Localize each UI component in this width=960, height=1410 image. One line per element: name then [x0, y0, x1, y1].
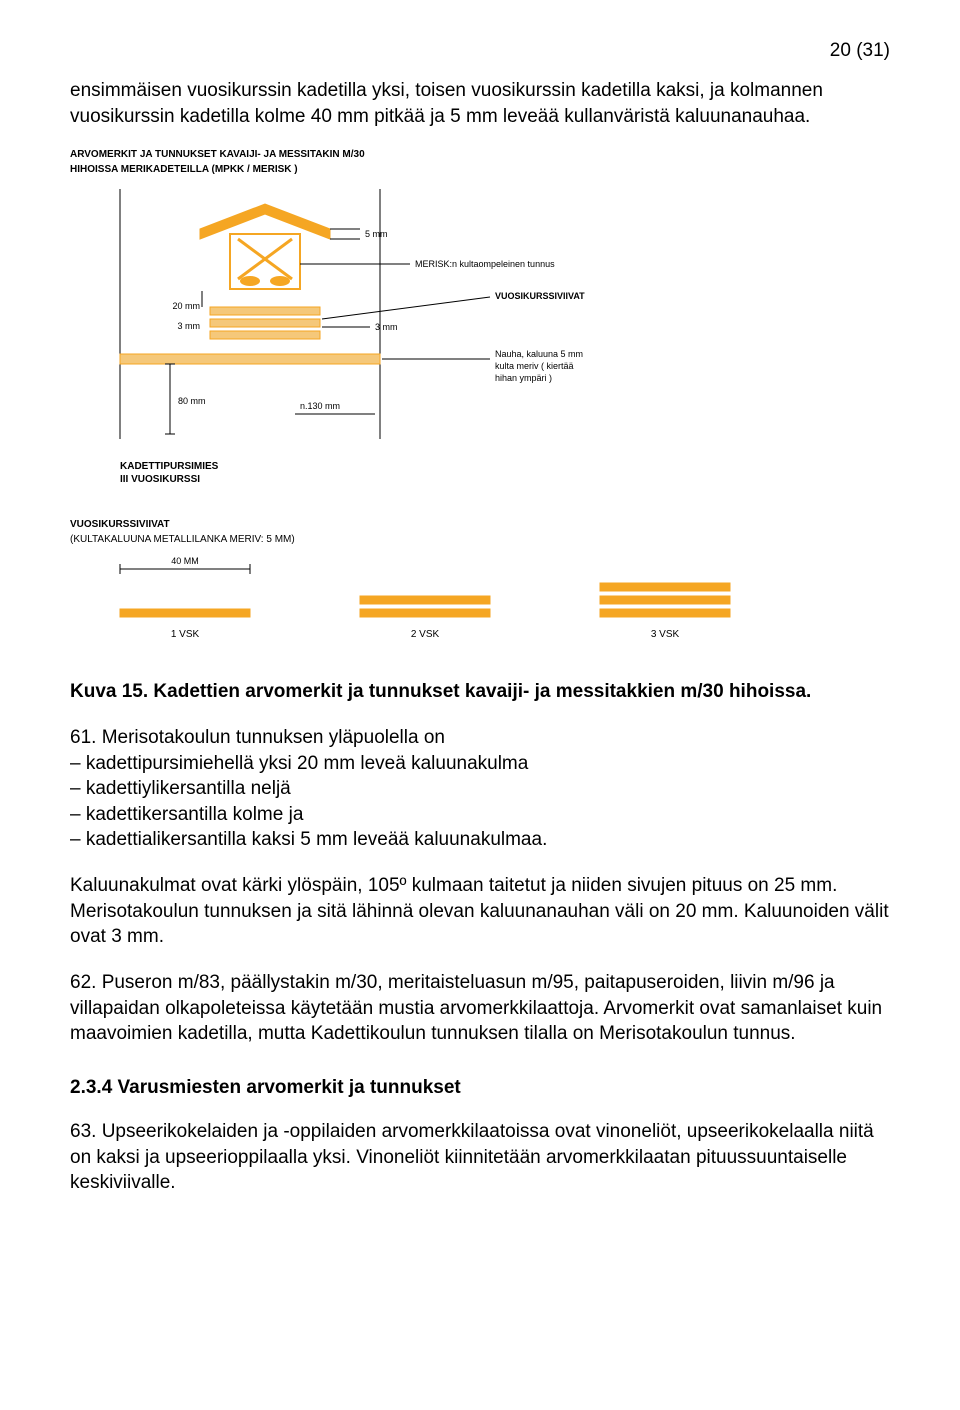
svg-text:3 mm: 3 mm [178, 321, 201, 331]
fig1-svg: 20 mm 3 mm 5 mm MERISK:n kultaompeleinen tu… [70, 179, 790, 489]
page-number: 20 (31) [70, 40, 890, 62]
svg-text:VUOSIKURSSIVIIVAT: VUOSIKURSSIVIIVAT [495, 291, 585, 301]
figure-2: VUOSIKURSSIVIIVAT (KULTAKALUUNA METALLIL… [70, 519, 890, 649]
figure-caption: Kuva 15. Kadettien arvomerkit ja tunnuks… [70, 679, 890, 705]
svg-text:kulta meriv ( kiertää: kulta meriv ( kiertää [495, 361, 574, 371]
svg-text:40 MM: 40 MM [171, 556, 199, 566]
para62: 62. Puseron m/83, päällystakin m/30, mer… [70, 970, 890, 1047]
svg-text:Nauha, kaluuna 5 mm: Nauha, kaluuna 5 mm [495, 349, 583, 359]
svg-text:3 VSK: 3 VSK [651, 629, 680, 640]
fig2-header1: VUOSIKURSSIVIIVAT [70, 519, 890, 530]
svg-text:3 mm: 3 mm [375, 322, 398, 332]
intro-para: ensimmäisen vuosikurssin kadetilla yksi,… [70, 78, 890, 129]
svg-text:2 VSK: 2 VSK [411, 629, 440, 640]
svg-text:hihan ympäri ): hihan ympäri ) [495, 373, 552, 383]
svg-text:80 mm: 80 mm [178, 396, 206, 406]
para61-f: Kaluunakulmat ovat kärki ylöspäin, 105º … [70, 873, 890, 950]
svg-text:MERISK:n kultaompeleinen tunnu: MERISK:n kultaompeleinen tunnus [415, 259, 555, 269]
fig2-svg: 40 MM 1 VSK 2 VSK 3 VSK [70, 549, 790, 649]
svg-text:1 VSK: 1 VSK [171, 629, 200, 640]
para61-b: – kadettipursimiehellä yksi 20 mm leveä … [70, 751, 890, 777]
figure-1: ARVOMERKIT JA TUNNUKSET KAVAIJI- JA MESS… [70, 149, 890, 489]
svg-text:KADETTIPURSIMIES: KADETTIPURSIMIES [120, 461, 219, 472]
fig1-header1: ARVOMERKIT JA TUNNUKSET KAVAIJI- JA MESS… [70, 149, 890, 160]
fig2-header2: (KULTAKALUUNA METALLILANKA MERIV: 5 MM) [70, 534, 890, 545]
svg-text:20 mm: 20 mm [172, 301, 200, 311]
para61-e: – kadettialikersantilla kaksi 5 mm leveä… [70, 827, 890, 853]
section-234-head: 2.3.4 Varusmiesten arvomerkit ja tunnuks… [70, 1077, 890, 1099]
svg-text:n.130 mm: n.130 mm [300, 401, 340, 411]
fig1-header2: HIHOISSA MERIKADETEILLA (MPKK / MERISK ) [70, 164, 890, 175]
svg-text:5 mm: 5 mm [365, 229, 388, 239]
document-page: 20 (31) ensimmäisen vuosikurssin kadetil… [0, 0, 960, 1256]
svg-text:III VUOSIKURSSI: III VUOSIKURSSI [120, 474, 200, 485]
para63: 63. Upseerikokelaiden ja -oppilaiden arv… [70, 1119, 890, 1196]
para61-c: – kadettiylikersantilla neljä [70, 776, 890, 802]
para61-d: – kadettikersantilla kolme ja [70, 802, 890, 828]
para61-a: 61. Merisotakoulun tunnuksen yläpuolella… [70, 725, 890, 751]
